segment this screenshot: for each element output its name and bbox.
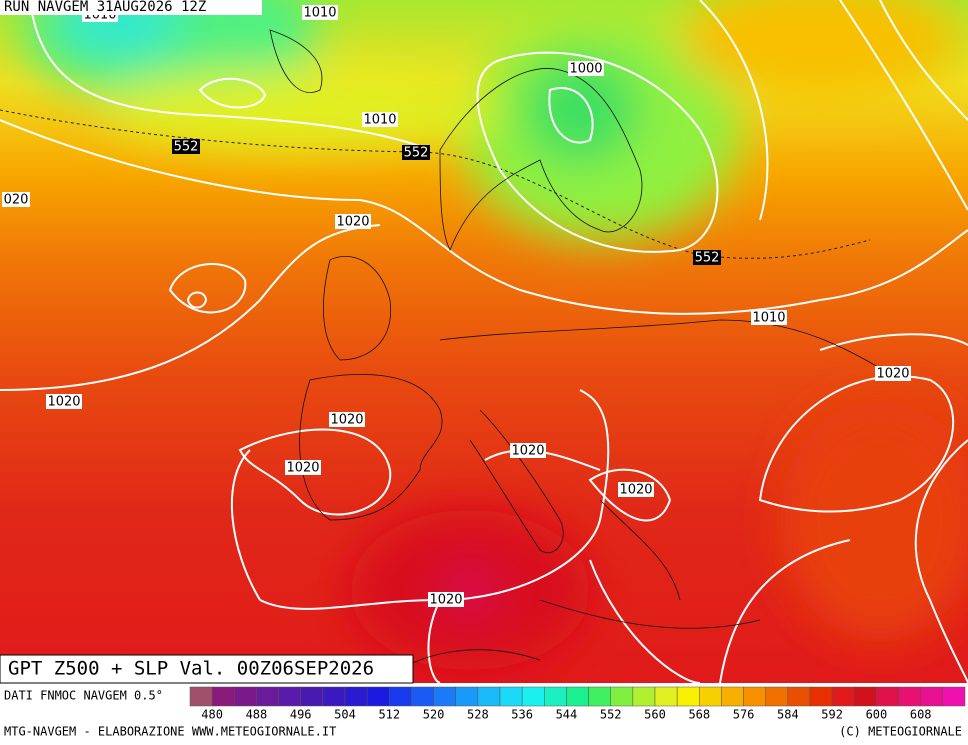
contour-label: 1020 [336, 215, 369, 230]
legend-swatch [189, 686, 213, 707]
legend-swatch [521, 686, 545, 707]
legend-swatch [566, 686, 589, 707]
contour-label: 1010 [752, 311, 785, 326]
map: 1010101010001010552552020102055210101020… [0, 0, 968, 683]
legend-tick-label: 560 [644, 708, 666, 722]
footer-left: MTG-NAVGEM - ELABORAZIONE WWW.METEOGIORN… [4, 725, 336, 739]
legend-swatch [256, 686, 279, 707]
contour-label: 020 [4, 193, 29, 208]
contour-label: 1010 [303, 6, 336, 21]
legend-tick-label: 576 [733, 708, 755, 722]
contour-label: 1010 [363, 113, 396, 128]
legend-swatch [765, 686, 789, 707]
contour-label-box [46, 394, 82, 409]
legend-swatch [809, 686, 833, 707]
legend-swatch [721, 686, 744, 707]
contour-label: 1020 [286, 461, 319, 476]
contour-label-box [875, 366, 911, 381]
contour-label: 1020 [429, 593, 462, 608]
footer-right: (C) METEOGIORNALE [839, 725, 962, 739]
contour-label: 1020 [619, 483, 652, 498]
legend-tick-label: 608 [910, 708, 932, 722]
contour-label-box [618, 482, 654, 497]
legend-swatch [499, 686, 523, 707]
legend-tick-label: 568 [688, 708, 710, 722]
legend-swatch [411, 686, 434, 707]
legend-tick-label: 480 [201, 708, 223, 722]
legend-swatch [278, 686, 301, 707]
contour-label-box [428, 592, 464, 607]
legend-tick-label: 600 [866, 708, 888, 722]
legend-tick-label: 520 [423, 708, 445, 722]
legend-tick-label: 552 [600, 708, 622, 722]
contour-label: 1020 [511, 444, 544, 459]
legend-swatch [300, 686, 324, 707]
contour-label-box [285, 460, 321, 475]
contour-label-box [302, 5, 338, 20]
legend-source: DATI FNMOC NAVGEM 0.5° [4, 689, 163, 703]
legend-swatch [322, 686, 346, 707]
contour-label-box [751, 310, 787, 325]
legend-swatch [366, 686, 390, 707]
legend-swatch [699, 686, 722, 707]
run-label: RUN NAVGEM 31AUG2026 12Z [4, 0, 206, 15]
title-box [0, 654, 414, 684]
legend-swatch [455, 686, 479, 707]
legend-tick-label: 488 [246, 708, 268, 722]
legend-swatch [433, 686, 456, 707]
legend-swatch [544, 686, 567, 707]
contour-label-box [568, 61, 604, 76]
legend-swatch [654, 686, 678, 707]
legend-swatch [854, 686, 877, 707]
legend-swatch [588, 686, 611, 707]
contour-label: 1000 [569, 62, 602, 77]
contour-label-box [362, 112, 398, 127]
legend-swatch [211, 686, 235, 707]
contour-label-box [693, 250, 721, 265]
run-box [0, 0, 262, 15]
legend-tick-label: 592 [821, 708, 843, 722]
legend-tick-label: 512 [378, 708, 400, 722]
legend-tick-label: 504 [334, 708, 356, 722]
legend-swatch [743, 686, 766, 707]
legend-tick-label: 496 [290, 708, 312, 722]
legend-swatch [676, 686, 700, 707]
legend-swatch [344, 686, 368, 707]
legend-swatch [898, 686, 921, 707]
contour-label: 1020 [330, 413, 363, 428]
legend-swatch [831, 686, 855, 707]
contour-label-box [2, 192, 30, 207]
legend-tick-label: 536 [511, 708, 533, 722]
contour-label-box [510, 443, 546, 458]
legend-swatch [610, 686, 634, 707]
contour-label-box [329, 412, 365, 427]
legend-swatch [234, 686, 257, 707]
legend-swatch [477, 686, 501, 707]
contour-label: 552 [174, 140, 199, 155]
legend-swatch [632, 686, 656, 707]
contour-label-box [402, 145, 430, 160]
legend-tick-label: 528 [467, 708, 489, 722]
legend-swatch [942, 686, 966, 707]
legend-swatch [920, 686, 944, 707]
legend-tick-label: 584 [777, 708, 799, 722]
contour-label: 1020 [47, 395, 80, 410]
legend-tick-label: 544 [556, 708, 578, 722]
contour-label-box [335, 214, 371, 229]
legend-swatch [876, 686, 899, 707]
title: GPT Z500 + SLP Val. 00Z06SEP2026 [8, 658, 374, 680]
contour-label: 552 [404, 146, 429, 161]
legend-swatch [389, 686, 412, 707]
color-legend: 480 488 496 504 512 520 528 536 544 552 560 568 576 5… [189, 686, 966, 722]
contour-label: 1020 [876, 367, 909, 382]
contour-label-box [172, 139, 200, 154]
legend-swatch [787, 686, 811, 707]
contour-label: 552 [695, 251, 720, 266]
